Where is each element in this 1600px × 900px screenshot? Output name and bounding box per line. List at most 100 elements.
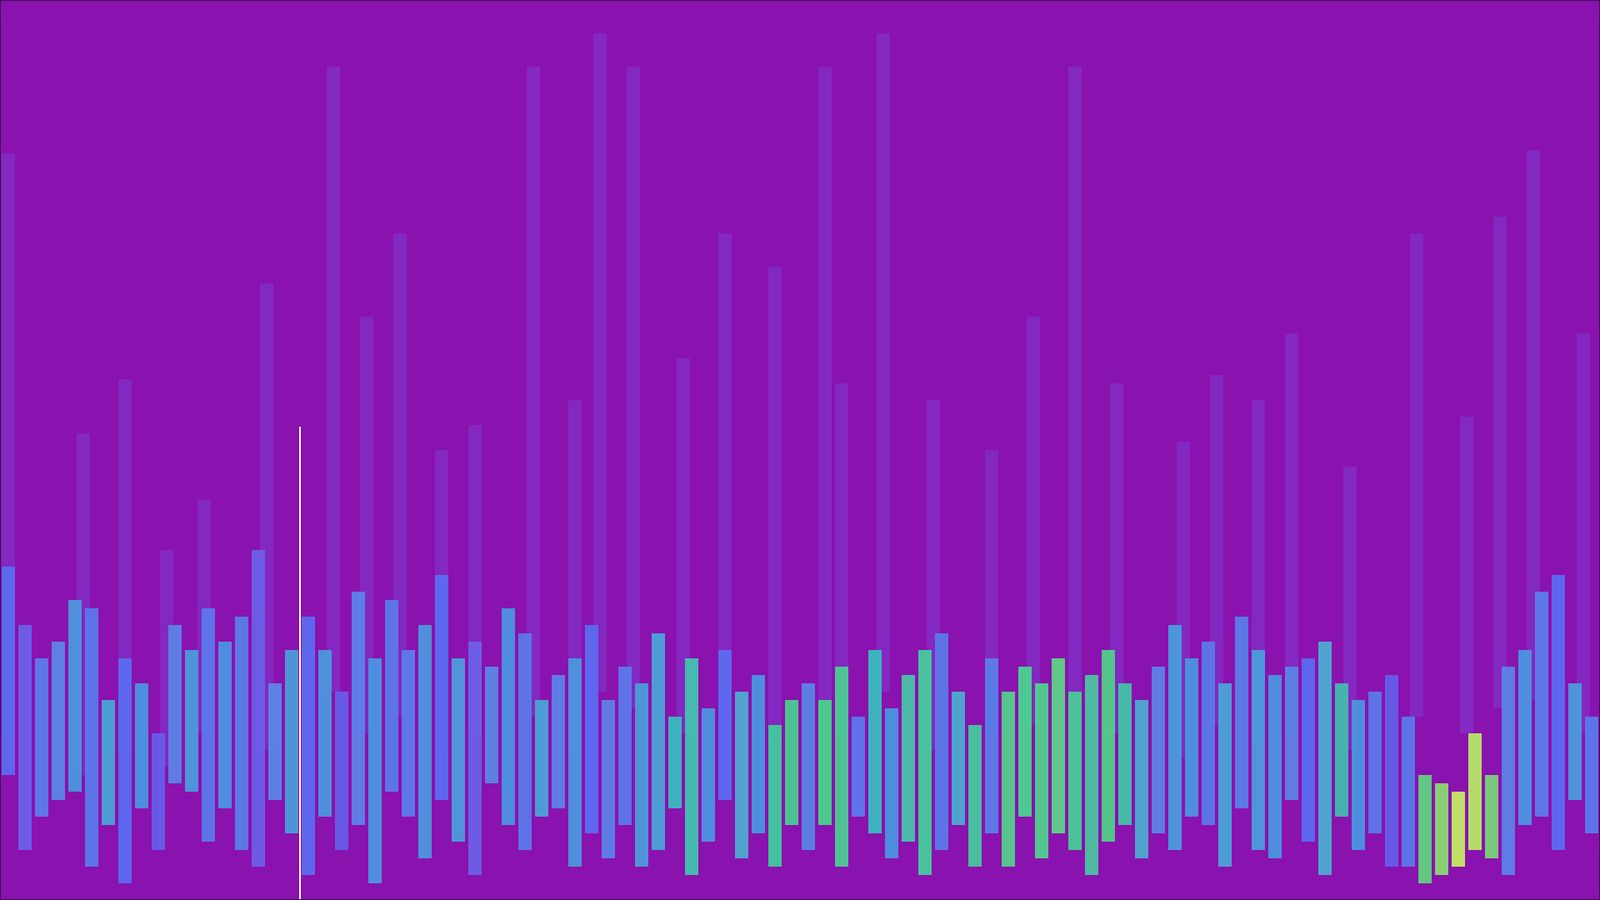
chart-svg: [0, 0, 1600, 900]
foreground-bar: [835, 666, 849, 867]
foreground-bar: [385, 600, 399, 792]
foreground-bar: [435, 575, 449, 800]
background-bar: [1460, 416, 1474, 734]
foreground-bar: [768, 725, 782, 867]
foreground-bar: [885, 708, 899, 859]
foreground-bar: [235, 616, 249, 850]
highlight-line: [299, 426, 301, 900]
foreground-bar: [1201, 641, 1215, 825]
background-bar: [1410, 233, 1424, 717]
foreground-bar: [218, 641, 232, 809]
foreground-bar: [18, 625, 32, 850]
foreground-bar: [718, 650, 732, 800]
foreground-bar: [301, 616, 315, 875]
background-bar: [1576, 333, 1590, 734]
foreground-bar: [1451, 791, 1465, 867]
foreground-bar: [801, 683, 815, 850]
foreground-bar: [1101, 650, 1115, 842]
foreground-bar: [1368, 691, 1382, 834]
foreground-bar: [618, 666, 632, 825]
foreground-bar: [318, 650, 332, 817]
foreground-bar: [951, 691, 965, 825]
chart-container: [0, 0, 1600, 900]
foreground-bar: [1468, 733, 1482, 850]
foreground-bar: [935, 633, 949, 850]
foreground-bar: [1401, 716, 1415, 867]
foreground-bar: [1351, 700, 1365, 850]
foreground-bar: [668, 716, 682, 809]
foreground-bar: [468, 641, 482, 875]
foreground-bar: [601, 700, 615, 859]
foreground-bar: [651, 633, 665, 850]
foreground-bar: [151, 733, 165, 850]
foreground-bar: [1301, 658, 1315, 842]
foreground-bar: [168, 625, 182, 784]
foreground-bar: [551, 675, 565, 809]
foreground-bar: [1251, 650, 1265, 850]
foreground-bar: [1335, 683, 1349, 817]
foreground-bar: [1385, 675, 1399, 867]
background-bar: [1068, 66, 1082, 700]
foreground-bar: [785, 700, 799, 825]
foreground-bar: [335, 691, 349, 850]
foreground-bar: [1568, 683, 1582, 800]
background-bar: [593, 33, 607, 692]
foreground-bar: [1135, 700, 1149, 859]
foreground-bar: [1551, 575, 1565, 850]
background-bar: [326, 66, 340, 692]
foreground-bar: [901, 675, 915, 842]
foreground-bar: [1485, 775, 1499, 859]
foreground-bar: [535, 700, 549, 817]
foreground-bar: [1318, 641, 1332, 875]
foreground-bar: [685, 658, 699, 875]
foreground-bar: [51, 641, 65, 800]
foreground-bar: [1035, 683, 1049, 859]
foreground-bar: [635, 683, 649, 867]
foreground-bar: [1168, 625, 1182, 850]
marks: [1, 33, 1599, 900]
foreground-bar: [118, 658, 132, 884]
foreground-bar: [1518, 650, 1532, 825]
foreground-bar: [568, 658, 582, 867]
foreground-bar: [251, 550, 265, 867]
foreground-bar: [35, 658, 49, 817]
foreground-bar: [1285, 666, 1299, 800]
foreground-bar: [1218, 683, 1232, 867]
foreground-bar: [985, 658, 999, 834]
background-bar: [718, 233, 732, 717]
foreground-bar: [1151, 666, 1165, 834]
foreground-bar: [135, 683, 149, 809]
foreground-bar: [1001, 691, 1015, 867]
foreground-bar: [1, 566, 15, 775]
foreground-bar: [351, 591, 365, 825]
foreground-bar: [1185, 658, 1199, 817]
plot-background: [0, 0, 1600, 900]
foreground-bar: [1235, 616, 1249, 809]
foreground-bar: [1501, 666, 1515, 875]
foreground-bar: [818, 700, 832, 825]
foreground-bar: [101, 700, 115, 825]
foreground-bar: [701, 708, 715, 842]
foreground-bar: [1418, 775, 1432, 884]
background-bar: [526, 66, 540, 717]
foreground-bar: [1068, 691, 1082, 850]
foreground-bar: [1585, 716, 1599, 834]
background-bar: [1493, 216, 1507, 709]
foreground-bar: [1535, 591, 1549, 817]
foreground-bar: [451, 658, 465, 842]
plot-frame: [0, 0, 1600, 900]
foreground-bar: [868, 650, 882, 834]
foreground-bar: [1268, 675, 1282, 859]
background-bar: [768, 266, 782, 742]
foreground-bar: [1018, 666, 1032, 817]
foreground-bar: [85, 608, 99, 867]
foreground-bar: [401, 650, 415, 817]
foreground-bar: [518, 633, 532, 850]
foreground-bar: [851, 716, 865, 817]
foreground-bar: [585, 625, 599, 834]
foreground-bar: [501, 608, 515, 825]
foreground-bar: [285, 650, 299, 834]
foreground-bars: [1, 550, 1599, 884]
foreground-bar: [918, 650, 932, 875]
background-bar: [818, 66, 832, 700]
